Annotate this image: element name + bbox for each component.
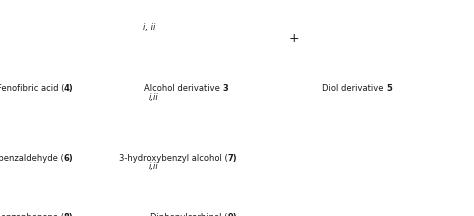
- Text: +: +: [289, 32, 299, 45]
- Text: i,ii: i,ii: [149, 162, 159, 171]
- Text: Diphenylcarbinol (: Diphenylcarbinol (: [150, 213, 228, 216]
- Text: i, ii: i, ii: [143, 23, 155, 32]
- Text: i,ii: i,ii: [149, 92, 159, 102]
- Text: 5: 5: [386, 84, 392, 93]
- Text: 3-hydroxybenzyl alcohol (: 3-hydroxybenzyl alcohol (: [119, 154, 228, 164]
- Text: Alcohol derivative: Alcohol derivative: [144, 84, 223, 93]
- Text: 9): 9): [228, 213, 237, 216]
- Text: Benzophenone (: Benzophenone (: [0, 213, 64, 216]
- Text: 3-Hydroxybenzaldehyde (: 3-Hydroxybenzaldehyde (: [0, 154, 64, 164]
- Text: 3: 3: [223, 84, 228, 93]
- Text: 8): 8): [64, 213, 73, 216]
- Text: Fenofibric acid (: Fenofibric acid (: [0, 84, 64, 93]
- Text: 7): 7): [228, 154, 237, 164]
- Text: 6): 6): [64, 154, 74, 164]
- Text: 4): 4): [64, 84, 74, 93]
- Text: Diol derivative: Diol derivative: [322, 84, 386, 93]
